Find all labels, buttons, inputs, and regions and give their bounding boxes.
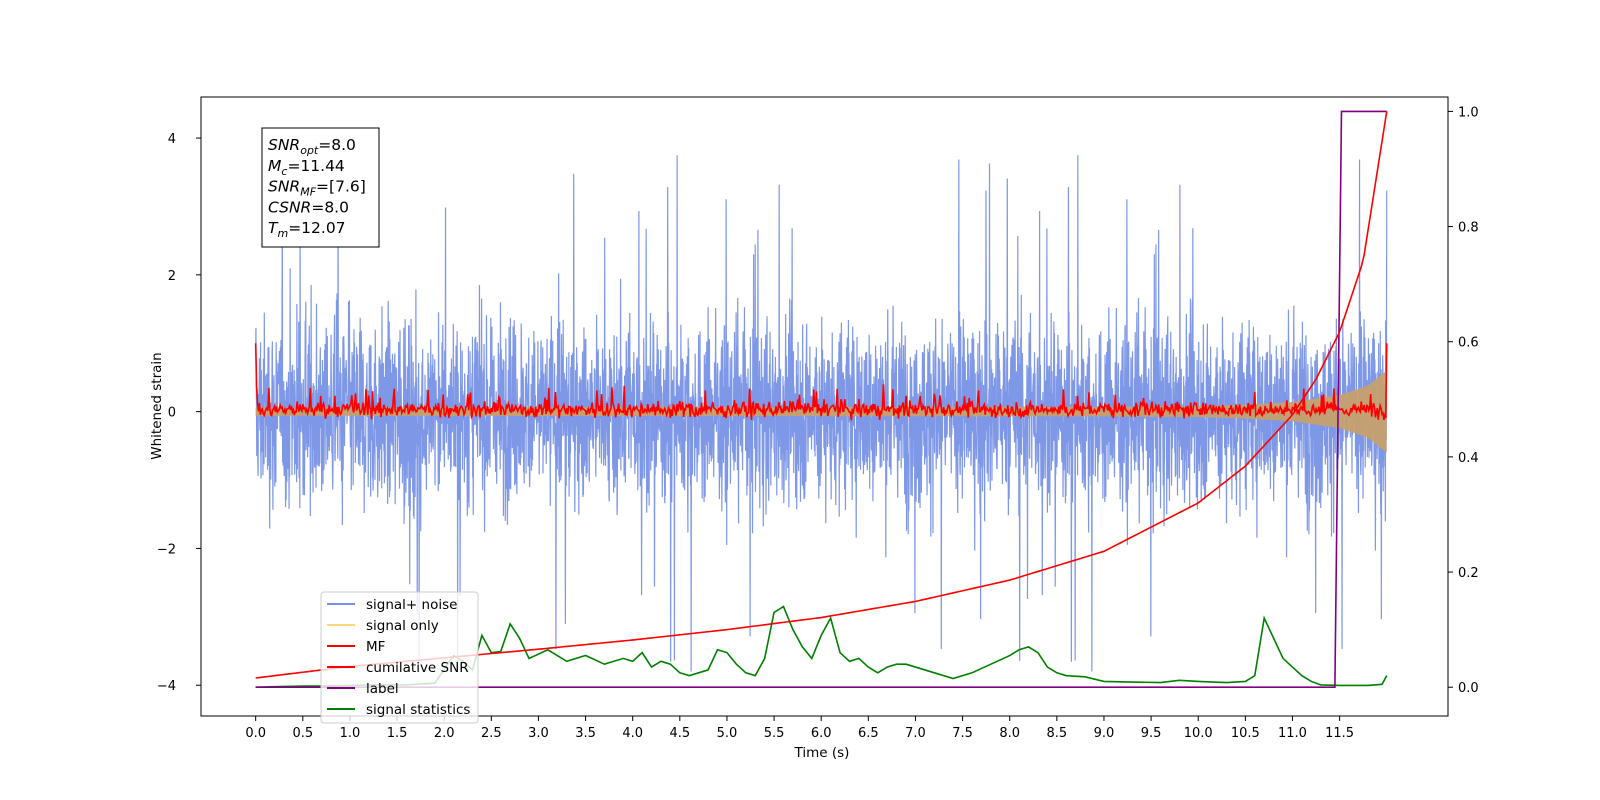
info-line: SNRMF=[7.6] bbox=[268, 178, 366, 199]
x-tick-label: 0.0 bbox=[245, 726, 266, 741]
legend-label: cumilative SNR bbox=[366, 660, 469, 676]
legend-label: label bbox=[366, 681, 399, 697]
x-axis-label: Time (s) bbox=[794, 745, 850, 761]
x-tick-label: 2.5 bbox=[481, 726, 502, 741]
x-tick-label: 8.5 bbox=[1046, 726, 1067, 741]
x-tick-label: 3.0 bbox=[528, 726, 549, 741]
x-tick-label: 10.5 bbox=[1231, 726, 1260, 741]
legend: signal+ noise signal only MF cumilative SNR… bbox=[320, 591, 479, 724]
info-line: SNRopt=8.0 bbox=[268, 136, 356, 157]
x-tick-label: 11.5 bbox=[1325, 726, 1354, 741]
x-tick-label: 5.5 bbox=[764, 726, 785, 741]
info-line: Tm=12.07 bbox=[268, 219, 346, 240]
y-tick-label: −4 bbox=[157, 679, 176, 694]
x-tick-label: 9.0 bbox=[1094, 726, 1115, 741]
series-label bbox=[255, 110, 1387, 689]
x-tick-label: 1.0 bbox=[340, 726, 361, 741]
legend-label: MF bbox=[366, 639, 385, 655]
legend-label: signal only bbox=[366, 618, 439, 634]
x-tick-label: 4.5 bbox=[669, 726, 690, 741]
x-tick-label: 0.5 bbox=[292, 726, 313, 741]
x-tick-label: 3.5 bbox=[575, 726, 596, 741]
x-tick-label: 7.5 bbox=[952, 726, 973, 741]
x-tick-label: 8.0 bbox=[999, 726, 1020, 741]
x-tick-label: 2.0 bbox=[434, 726, 455, 741]
x-tick-label: 1.5 bbox=[387, 726, 408, 741]
series-signal-noise bbox=[255, 155, 1388, 672]
y-tick-label: 4 bbox=[168, 132, 176, 147]
y2-tick-label: 0.4 bbox=[1458, 451, 1479, 466]
legend-label: signal statistics bbox=[366, 702, 470, 718]
series-mf bbox=[254, 343, 1388, 421]
info-line: CSNR=8.0 bbox=[268, 198, 349, 216]
x-tick-label: 4.0 bbox=[622, 726, 643, 741]
y2-tick-label: 0.2 bbox=[1458, 566, 1479, 581]
y2-tick-label: 0.8 bbox=[1458, 221, 1479, 236]
x-tick-label: 5.0 bbox=[717, 726, 738, 741]
x-tick-label: 9.5 bbox=[1141, 726, 1162, 741]
y2-tick-label: 0.0 bbox=[1458, 681, 1479, 696]
x-tick-label: 10.0 bbox=[1184, 726, 1213, 741]
legend-frame bbox=[320, 591, 479, 724]
y-axis-label: Whitened strain bbox=[149, 352, 165, 459]
x-tick-label: 11.0 bbox=[1278, 726, 1307, 741]
legend-label: signal+ noise bbox=[366, 597, 457, 613]
info-box-frame bbox=[261, 127, 380, 248]
plot-area bbox=[254, 110, 1388, 689]
y2-tick-label: 1.0 bbox=[1458, 105, 1479, 120]
x-tick-label: 6.5 bbox=[858, 726, 879, 741]
x-tick-label: 7.0 bbox=[905, 726, 926, 741]
axes: 0.0 0.5 1.0 1.5 2.0 2.5 3.0 3.5 4.0 4.5 5.0 5.5 6.0 6… bbox=[157, 105, 1479, 741]
y-tick-label: 0 bbox=[168, 406, 176, 421]
y-tick-label: −2 bbox=[157, 542, 176, 557]
plot-frame bbox=[200, 96, 1449, 717]
x-tick-label: 6.0 bbox=[811, 726, 832, 741]
info-line: Mc=11.44 bbox=[268, 157, 345, 178]
y-tick-label: 2 bbox=[168, 269, 176, 284]
series-signal-statistics bbox=[255, 605, 1388, 689]
y2-tick-label: 0.6 bbox=[1458, 336, 1479, 351]
